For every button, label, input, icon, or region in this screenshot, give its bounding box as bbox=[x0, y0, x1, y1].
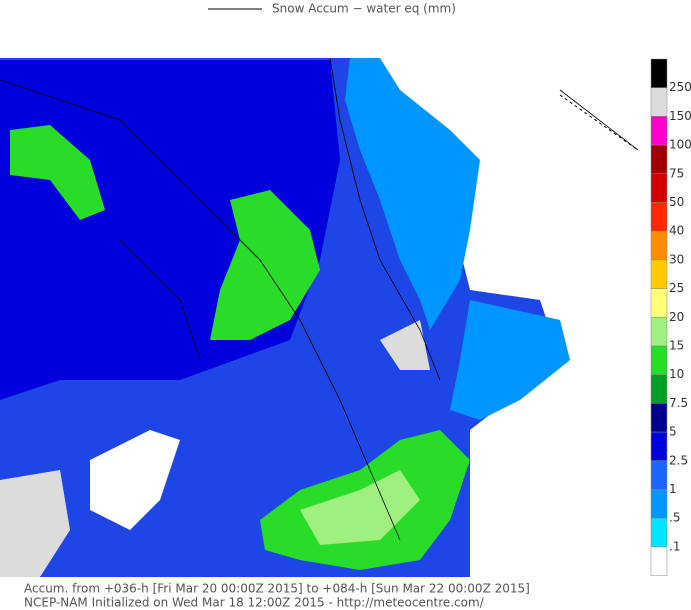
colorbar-swatch bbox=[650, 144, 668, 175]
gray-area bbox=[0, 470, 70, 577]
colorbar-swatch bbox=[650, 87, 668, 117]
no-snow-west bbox=[90, 430, 180, 530]
map-edge bbox=[559, 94, 639, 151]
colorbar-swatch bbox=[650, 517, 668, 548]
colorbar-label: 75 bbox=[669, 166, 684, 180]
boundaries bbox=[0, 57, 639, 541]
colorbar-label: 20 bbox=[669, 310, 684, 324]
map bbox=[0, 57, 639, 577]
footer-line-1: Accum. from +036-h [Fri Mar 20 00:00Z 20… bbox=[24, 582, 530, 596]
light-band bbox=[345, 58, 480, 330]
light-band-2 bbox=[450, 300, 570, 420]
colorbar-label: .5 bbox=[669, 511, 680, 525]
colorbar-swatch bbox=[650, 230, 668, 261]
green-area-2 bbox=[10, 125, 105, 220]
colorbar-label: .1 bbox=[669, 539, 680, 553]
colorbar-swatch bbox=[650, 202, 668, 232]
colorbar-swatch bbox=[650, 317, 668, 347]
colorbar-swatch bbox=[650, 173, 668, 203]
footer-line-2: NCEP-NAM Initialized on Wed Mar 18 12:00… bbox=[24, 596, 485, 610]
colorbar-label: 250 bbox=[669, 80, 691, 94]
colorbar-swatch bbox=[650, 546, 668, 576]
lightgreen-area bbox=[300, 470, 420, 545]
colorbar-swatch bbox=[650, 403, 668, 433]
colorbar-label: 40 bbox=[669, 224, 684, 238]
colorbar-label: 100 bbox=[669, 138, 691, 152]
colorbar-swatch bbox=[650, 374, 668, 404]
colorbar-label: 7.5 bbox=[669, 396, 688, 410]
colorbar: 250 150 100 75 50 40 30 25 20 15 10 7.5 5 2.5 1 .5 .1 bbox=[650, 58, 691, 576]
colorbar-swatch bbox=[650, 345, 668, 375]
green-area-1 bbox=[210, 190, 320, 340]
colorbar-swatch bbox=[650, 259, 668, 289]
colorbar-swatch bbox=[650, 460, 668, 490]
colorbar-label: 15 bbox=[669, 339, 684, 353]
colorbar-label: 50 bbox=[669, 195, 684, 209]
colorbar-swatch bbox=[650, 58, 668, 88]
colorbar-swatch bbox=[650, 489, 668, 519]
colorbar-swatch bbox=[650, 288, 668, 318]
colorbar-label: 30 bbox=[669, 252, 684, 266]
no-snow-east bbox=[360, 58, 638, 577]
colorbar-swatch bbox=[650, 116, 668, 146]
gray-area-2 bbox=[380, 320, 430, 370]
colorbar-label: 1 bbox=[669, 482, 677, 496]
colorbar-label: 2.5 bbox=[669, 453, 688, 467]
colorbar-label: 150 bbox=[669, 109, 691, 123]
title: Snow Accum − water eq (mm) bbox=[272, 2, 456, 16]
colorbar-label: 5 bbox=[669, 425, 677, 439]
colorbar-label: 10 bbox=[669, 367, 684, 381]
colorbar-label: 25 bbox=[669, 281, 684, 295]
colorbar-swatch bbox=[650, 431, 668, 462]
